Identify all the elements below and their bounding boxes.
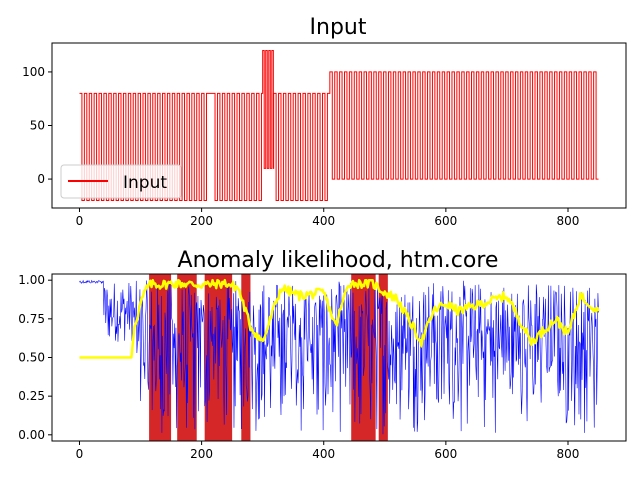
x-tick-label: 0 xyxy=(76,214,84,228)
x-tick-label: 800 xyxy=(557,214,580,228)
x-tick-label: 200 xyxy=(190,214,213,228)
chart-title-input: Input xyxy=(310,15,367,40)
legend-frame xyxy=(60,164,182,199)
y-tick-label: 0.75 xyxy=(18,312,45,326)
anomaly-panel: 0 200 400 600 800 0.00 0.25 0.50 0.75 1.00 xyxy=(18,273,627,461)
chart-title-anomaly: Anomaly likelihood, htm.core xyxy=(178,248,499,273)
y-tick-label: 100 xyxy=(22,65,45,79)
series-likelihood-line xyxy=(79,278,600,359)
x-tick-label: 400 xyxy=(312,447,335,461)
x-tick-label: 0 xyxy=(76,447,84,461)
x-tick-label: 600 xyxy=(434,447,457,461)
series-input-line xyxy=(79,50,599,201)
y-tick-label: 1.00 xyxy=(18,273,45,287)
y-tick-label: 0.25 xyxy=(18,389,45,403)
y-tick-label: 0 xyxy=(37,172,45,186)
x-tick-label: 600 xyxy=(434,214,457,228)
x-tick-label: 200 xyxy=(190,447,213,461)
input-panel: 0 200 400 600 800 0 50 100 Input xyxy=(22,42,627,228)
legend: Input xyxy=(60,164,182,199)
series-anomaly-line xyxy=(79,279,599,435)
y-tick-label: 0.50 xyxy=(18,351,45,365)
legend-label-input: Input xyxy=(123,173,167,193)
x-tick-label: 400 xyxy=(312,214,335,228)
x-tick-label: 800 xyxy=(557,447,580,461)
y-tick-label: 50 xyxy=(30,119,45,133)
y-tick-label: 0.00 xyxy=(18,428,45,442)
